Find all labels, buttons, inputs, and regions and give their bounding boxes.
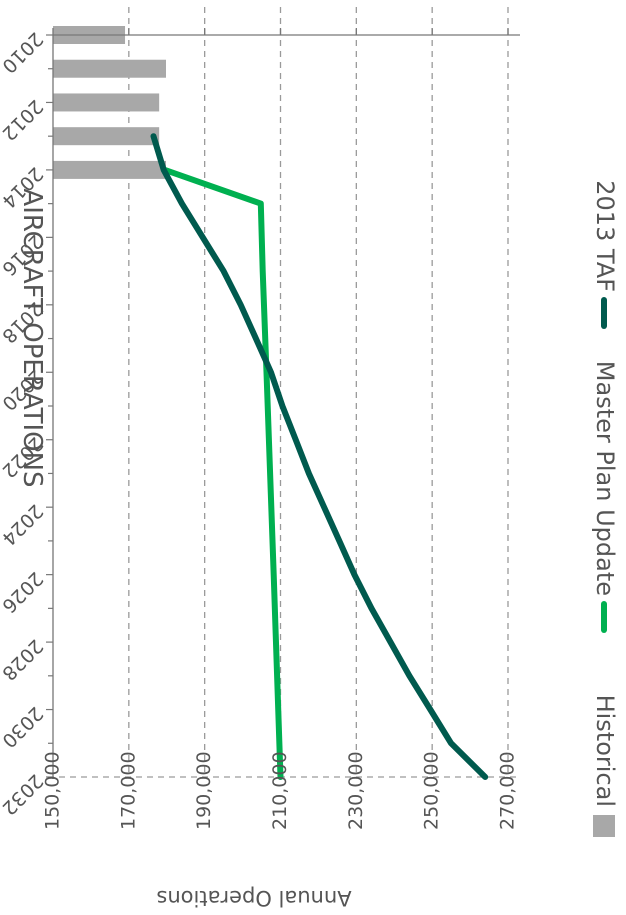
x-tick-label: 2010 [0,28,47,78]
series-line-2013-taf [150,133,489,780]
legend: Historical Master Plan Update 2013 TAF [591,180,619,837]
y-tick-label: 170,000 [117,751,139,830]
x-tick-label: 2030 [0,702,47,752]
gridlines [53,7,516,778]
legend-label-historical: Historical [591,695,619,807]
historical-bars [52,26,166,179]
y-tick-label: 270,000 [497,751,519,830]
y-tick-label: 150,000 [42,751,64,830]
x-tick-label: 2032 [0,770,47,820]
y-tick-label: 190,000 [193,751,215,830]
y-axis-labels: 150,000 170,000 190,000 210,000 230,000 250,0… [42,751,519,830]
y-tick-label: 250,000 [421,751,443,830]
y-axis-title: Annual Operations [156,886,351,910]
legend-label-2013-taf: 2013 TAF [591,180,619,292]
historical-bar [52,93,160,112]
x-tick-label: 2012 [0,95,47,145]
historical-bar [53,59,166,78]
series-line-master-plan-update [161,166,284,780]
legend-swatch-historical [593,815,615,837]
x-tick-label: 2024 [0,500,47,550]
axes: 2010201220142016201820202022202420262028… [0,28,520,820]
x-tick-label: 2028 [0,635,47,685]
legend-label-master-plan-update: Master Plan Update [591,361,619,596]
historical-bar [52,127,160,146]
historical-bar [53,160,166,179]
chart-title: AIRCRAFT OPERATIONS [17,188,47,487]
series-lines [150,133,489,780]
y-tick-label: 230,000 [345,751,367,830]
x-tick-label: 2026 [0,567,47,617]
y-tick-label: 210,000 [269,751,291,830]
